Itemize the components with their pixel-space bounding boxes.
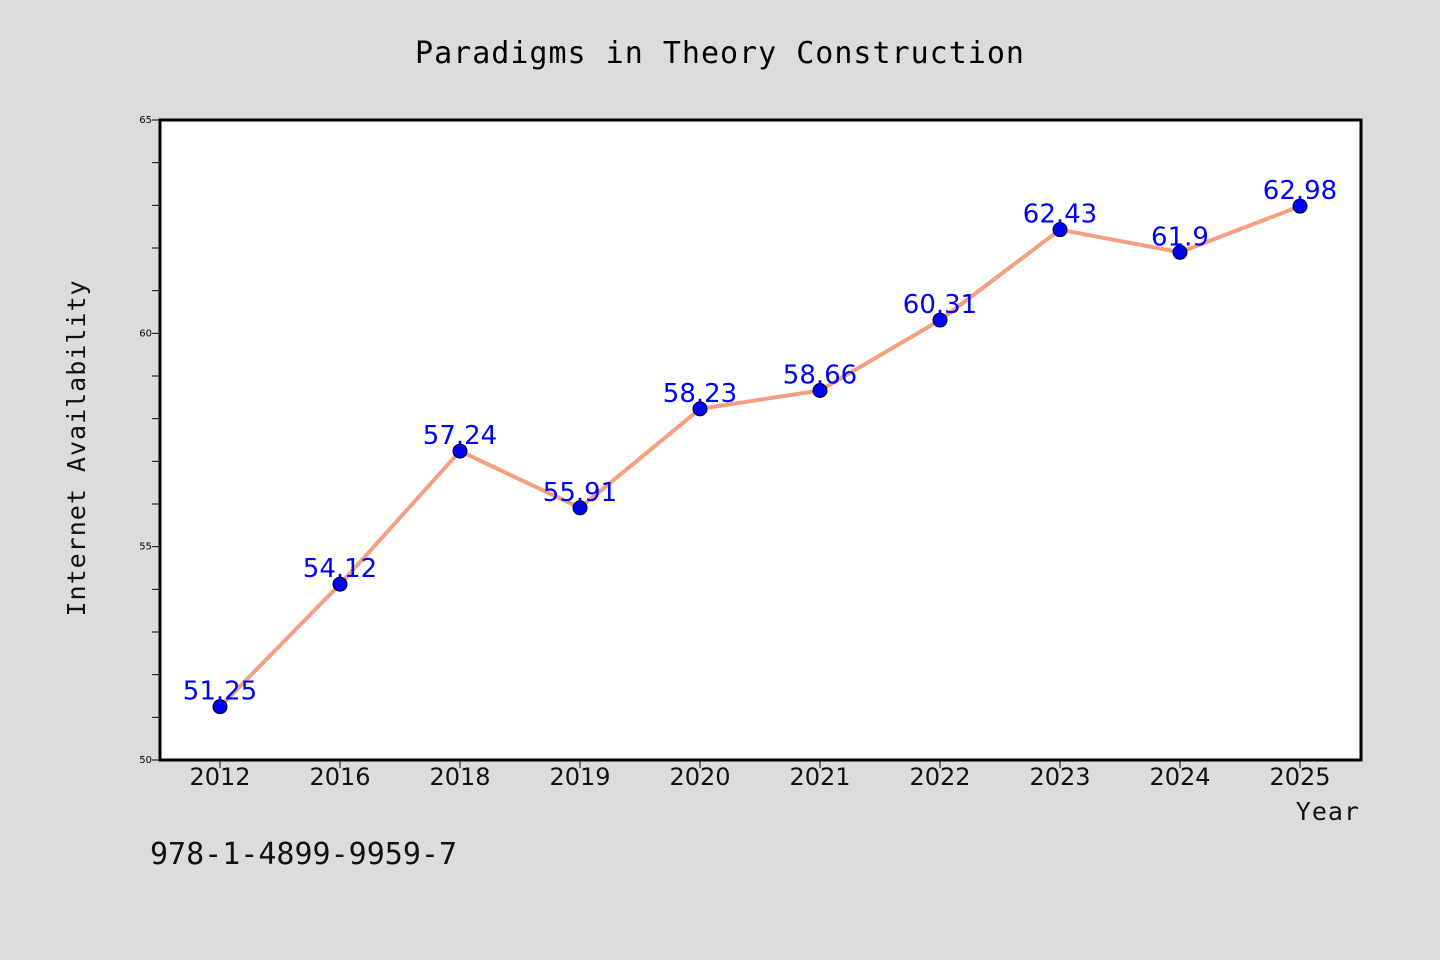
- y-tick-label: 60: [139, 328, 152, 339]
- data-label: 62.98: [1263, 176, 1337, 206]
- x-tick-label: 2025: [1269, 763, 1330, 791]
- data-label: 55.91: [543, 478, 617, 508]
- data-label: 57.24: [423, 421, 497, 451]
- data-label: 60.31: [903, 290, 977, 320]
- x-tick-label: 2020: [669, 763, 730, 791]
- data-point: [332, 576, 348, 592]
- data-point: [572, 500, 588, 516]
- isbn-text: 978-1-4899-9959-7: [150, 837, 457, 872]
- x-tick-label: 2023: [1029, 763, 1090, 791]
- data-point: [932, 312, 948, 328]
- data-label: 58.23: [663, 379, 737, 409]
- data-point: [452, 443, 468, 459]
- x-tick-label: 2019: [549, 763, 610, 791]
- x-axis-ticks: 2012 2016 2018 2019 2020 2021 2022 2023 2024 2025: [189, 760, 1331, 791]
- data-label: 54.12: [303, 554, 377, 584]
- chart-title: Paradigms in Theory Construction: [415, 36, 1025, 71]
- data-point: [1292, 198, 1308, 214]
- series-line: [218, 204, 1302, 709]
- data-point: [212, 699, 228, 715]
- y-tick-label: 55: [139, 542, 152, 553]
- series-line-group: 51.25 54.12 57.24 55.91 58.23 58.66 60.31 62.43…: [183, 176, 1337, 715]
- x-tick-label: 2016: [309, 763, 370, 791]
- x-axis-label: Year: [1296, 797, 1360, 826]
- y-tick-label: 65: [139, 115, 152, 126]
- y-axis-ticks: 50 55 60 65: [139, 115, 160, 766]
- x-tick-label: 2018: [429, 763, 490, 791]
- x-tick-label: 2024: [1149, 763, 1210, 791]
- data-label: 58.66: [783, 361, 857, 391]
- data-point: [1172, 244, 1188, 260]
- y-tick-label: 50: [139, 755, 152, 766]
- data-label: 51.25: [183, 677, 257, 707]
- x-tick-label: 2012: [189, 763, 250, 791]
- x-tick-label: 2022: [909, 763, 970, 791]
- data-label: 62.43: [1023, 200, 1097, 230]
- data-label: 61.9: [1151, 222, 1209, 252]
- data-point: [692, 401, 708, 417]
- plot-area: [158, 118, 1363, 762]
- data-point: [812, 383, 828, 399]
- x-tick-label: 2021: [789, 763, 850, 791]
- data-point: [1052, 222, 1068, 238]
- y-axis-label: Internet Availability: [62, 279, 91, 616]
